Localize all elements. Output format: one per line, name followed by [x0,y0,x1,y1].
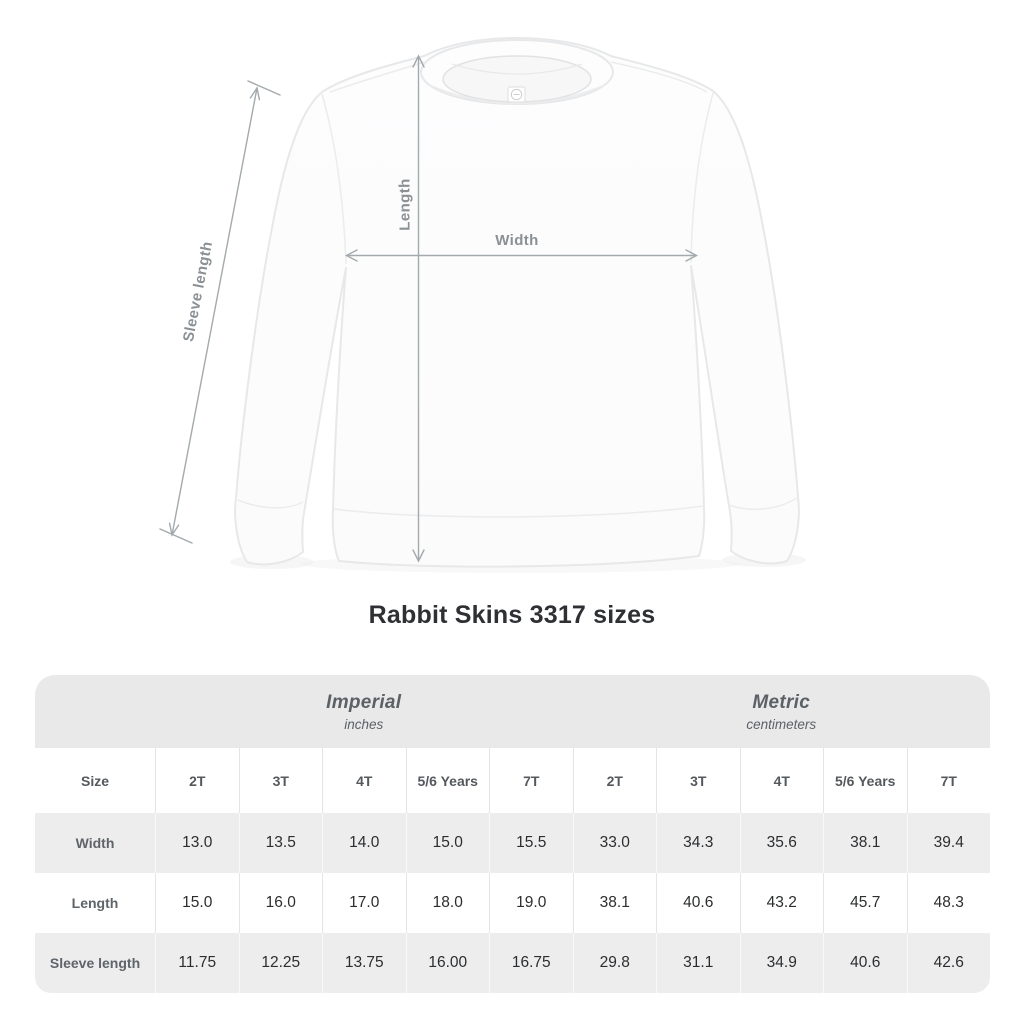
value-cell: 14.0 [322,813,406,873]
value-cell: 48.3 [906,873,991,933]
metric-group-header: Metric centimeters [573,675,991,748]
value-cell: 16.00 [405,933,490,993]
value-cell: 13.0 [155,813,239,873]
value-cell: 38.1 [823,813,907,873]
table-row-length: Length 15.0 16.0 17.0 18.0 19.0 38.1 40.… [35,873,990,933]
table-row-sleeve-length: Sleeve length 11.75 12.25 13.75 16.00 16… [35,933,990,993]
unit-group-header-band: Imperial inches Metric centimeters [35,675,990,748]
metric-group-title: Metric [752,691,811,713]
value-cell: 33.0 [572,813,657,873]
value-cell: 40.6 [656,873,740,933]
value-cell: 15.0 [155,873,239,933]
table-row-width: Width 13.0 13.5 14.0 15.0 15.5 33.0 34.3… [35,813,990,873]
value-cell: 11.75 [155,933,239,993]
width-arrow [344,249,699,262]
column-header-imperial-2t: 2T [155,748,239,813]
value-cell: 39.4 [906,813,991,873]
sleeve-length-arrow [159,80,281,544]
column-header-metric-4t: 4T [739,748,824,813]
metric-group-subtitle: centimeters [746,716,817,732]
column-header-metric-56y: 5/6 Years [823,748,907,813]
length-dimension-label: Length [396,178,414,231]
header-band-corner [35,675,155,748]
size-chart-table: Imperial inches Metric centimeters Size … [35,675,990,993]
value-cell: 17.0 [322,873,406,933]
value-cell: 15.5 [489,813,573,873]
column-header-row: Size 2T 3T 4T 5/6 Years 7T 2T 3T 4T 5/6 … [35,748,990,813]
value-cell: 45.7 [823,873,907,933]
sweatshirt-diagram: Length Width Sleeve length [159,37,800,568]
value-cell: 19.0 [489,873,573,933]
value-cell: 12.25 [238,933,323,993]
value-cell: 38.1 [572,873,657,933]
value-cell: 31.1 [656,933,740,993]
value-cell: 42.6 [906,933,991,993]
column-header-imperial-7t: 7T [489,748,573,813]
value-cell: 16.0 [238,873,323,933]
sweatshirt-body [234,37,800,568]
column-header-metric-3t: 3T [656,748,740,813]
value-cell: 34.3 [656,813,740,873]
column-header-imperial-4t: 4T [322,748,406,813]
collar [420,39,614,105]
value-cell: 18.0 [405,873,490,933]
value-cell: 35.6 [739,813,824,873]
row-label-width: Width [75,835,115,851]
row-label-sleeve-length: Sleeve length [49,955,141,971]
garment-seams [237,61,798,518]
imperial-group-title: Imperial [326,691,402,713]
column-header-metric-2t: 2T [572,748,657,813]
column-header-imperial-56y: 5/6 Years [405,748,490,813]
sweatshirt-illustration [159,37,800,568]
size-column-header: Size [80,772,109,789]
column-header-metric-7t: 7T [906,748,991,813]
value-cell: 43.2 [739,873,824,933]
column-header-imperial-3t: 3T [238,748,323,813]
brand-tag [507,86,526,103]
value-cell: 13.5 [238,813,323,873]
value-cell: 40.6 [823,933,907,993]
imperial-group-header: Imperial inches [155,675,573,748]
row-label-length: Length [71,895,119,911]
value-cell: 29.8 [572,933,657,993]
imperial-group-subtitle: inches [344,716,384,732]
page-title: Rabbit Skins 3317 sizes [368,601,656,629]
width-dimension-label: Width [495,232,539,249]
length-arrow [412,54,425,563]
value-cell: 16.75 [489,933,573,993]
value-cell: 15.0 [405,813,490,873]
value-cell: 13.75 [322,933,406,993]
value-cell: 34.9 [739,933,824,993]
